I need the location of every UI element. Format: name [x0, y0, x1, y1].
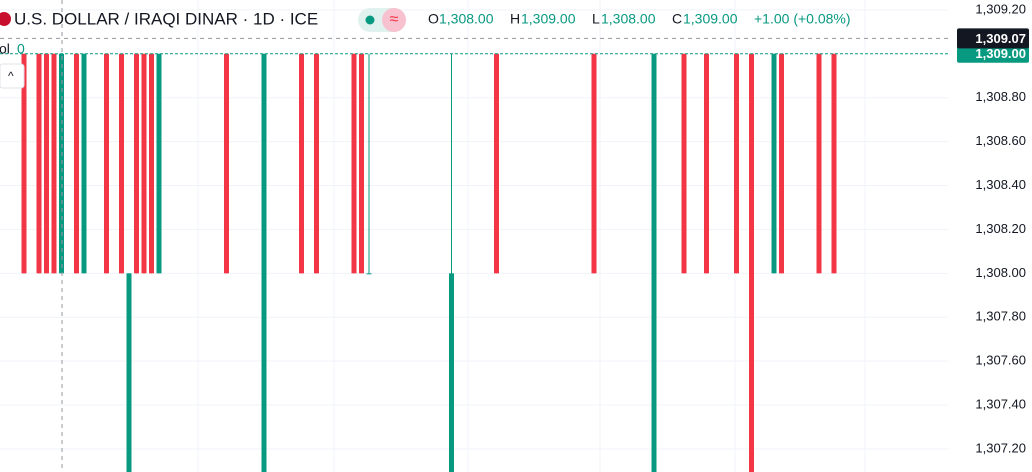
candle-body	[299, 53, 304, 274]
axis-bg	[948, 0, 1032, 472]
candle-body	[351, 53, 357, 274]
candle-body	[314, 53, 319, 274]
candle-body	[149, 53, 154, 274]
candle-body	[359, 53, 364, 274]
y-tick-label: 1,307.20	[975, 440, 1026, 455]
candle-body	[36, 53, 42, 274]
candle-body	[156, 53, 162, 274]
candle-body	[449, 273, 454, 472]
candle-body	[126, 273, 132, 472]
high-value: 1,309.00	[521, 11, 576, 27]
candle-body	[261, 53, 267, 472]
close-key: C	[672, 11, 682, 27]
volume-label: ol	[0, 41, 10, 57]
candle-body	[44, 53, 49, 274]
candle-body	[734, 53, 739, 274]
close-value: 1,309.00	[683, 11, 738, 27]
candle-body	[104, 53, 109, 274]
candle-body	[779, 53, 784, 274]
y-tick-label: 1,308.00	[975, 265, 1026, 280]
y-tick-label: 1,308.40	[975, 177, 1026, 192]
y-tick-label: 1,307.80	[975, 309, 1026, 324]
low-value: 1,308.00	[601, 11, 656, 27]
open-value: 1,308.00	[439, 11, 494, 27]
open-key: O	[428, 11, 439, 27]
collapse-button[interactable]	[0, 63, 25, 89]
candle-body	[134, 53, 139, 274]
flag-icon	[0, 12, 11, 26]
data-badge[interactable]	[382, 8, 406, 32]
candle-body	[74, 53, 79, 274]
candle-body	[749, 53, 754, 472]
y-tick-label: 1,308.20	[975, 221, 1026, 236]
symbol-title: U.S. DOLLAR / IRAQI DINAR · 1D · ICE	[14, 9, 318, 28]
volume-value: 0	[17, 41, 25, 57]
y-tick-label: 1,308.80	[975, 89, 1026, 104]
candle-body	[21, 53, 27, 274]
y-tick-label: 1,308.60	[975, 133, 1026, 148]
collapse-icon: ^	[8, 69, 14, 83]
header: U.S. DOLLAR / IRAQI DINAR · 1D · ICE ≈ O…	[0, 8, 851, 89]
candle-body	[591, 53, 597, 274]
candle-body	[141, 53, 147, 274]
y-tick-label: 1,309.20	[975, 1, 1026, 16]
crosshair-price-box	[957, 28, 1029, 49]
market-dot	[365, 15, 375, 25]
candle-body	[831, 53, 837, 274]
y-tick-label: 1,307.60	[975, 353, 1026, 368]
candle-body	[494, 53, 499, 274]
y-tick-label: 1,307.40	[975, 396, 1026, 411]
candle-body	[704, 53, 709, 274]
candle-body	[651, 53, 657, 472]
candle-body	[81, 53, 87, 274]
candle-body	[224, 53, 229, 274]
badge-icon: ≈	[390, 11, 399, 28]
candle-body	[771, 53, 777, 274]
candle-body	[366, 273, 372, 275]
candle-body	[51, 53, 57, 274]
low-key: L	[592, 11, 600, 27]
candles	[21, 53, 837, 472]
price-axis: 1,307.20 1,307.40 1,307.60 1,307.80 1,308.00…	[948, 0, 1032, 472]
candle-body	[681, 53, 687, 274]
last-price-box	[957, 44, 1029, 63]
change-value: +1.00 (+0.08%)	[754, 11, 851, 27]
crosshair-price-label: 1,309.07	[975, 31, 1026, 46]
high-key: H	[510, 11, 520, 27]
candle-body	[816, 53, 822, 274]
candle-body	[119, 53, 124, 274]
time-grid	[197, 0, 866, 472]
last-price-label: 1,309.00	[975, 46, 1026, 61]
